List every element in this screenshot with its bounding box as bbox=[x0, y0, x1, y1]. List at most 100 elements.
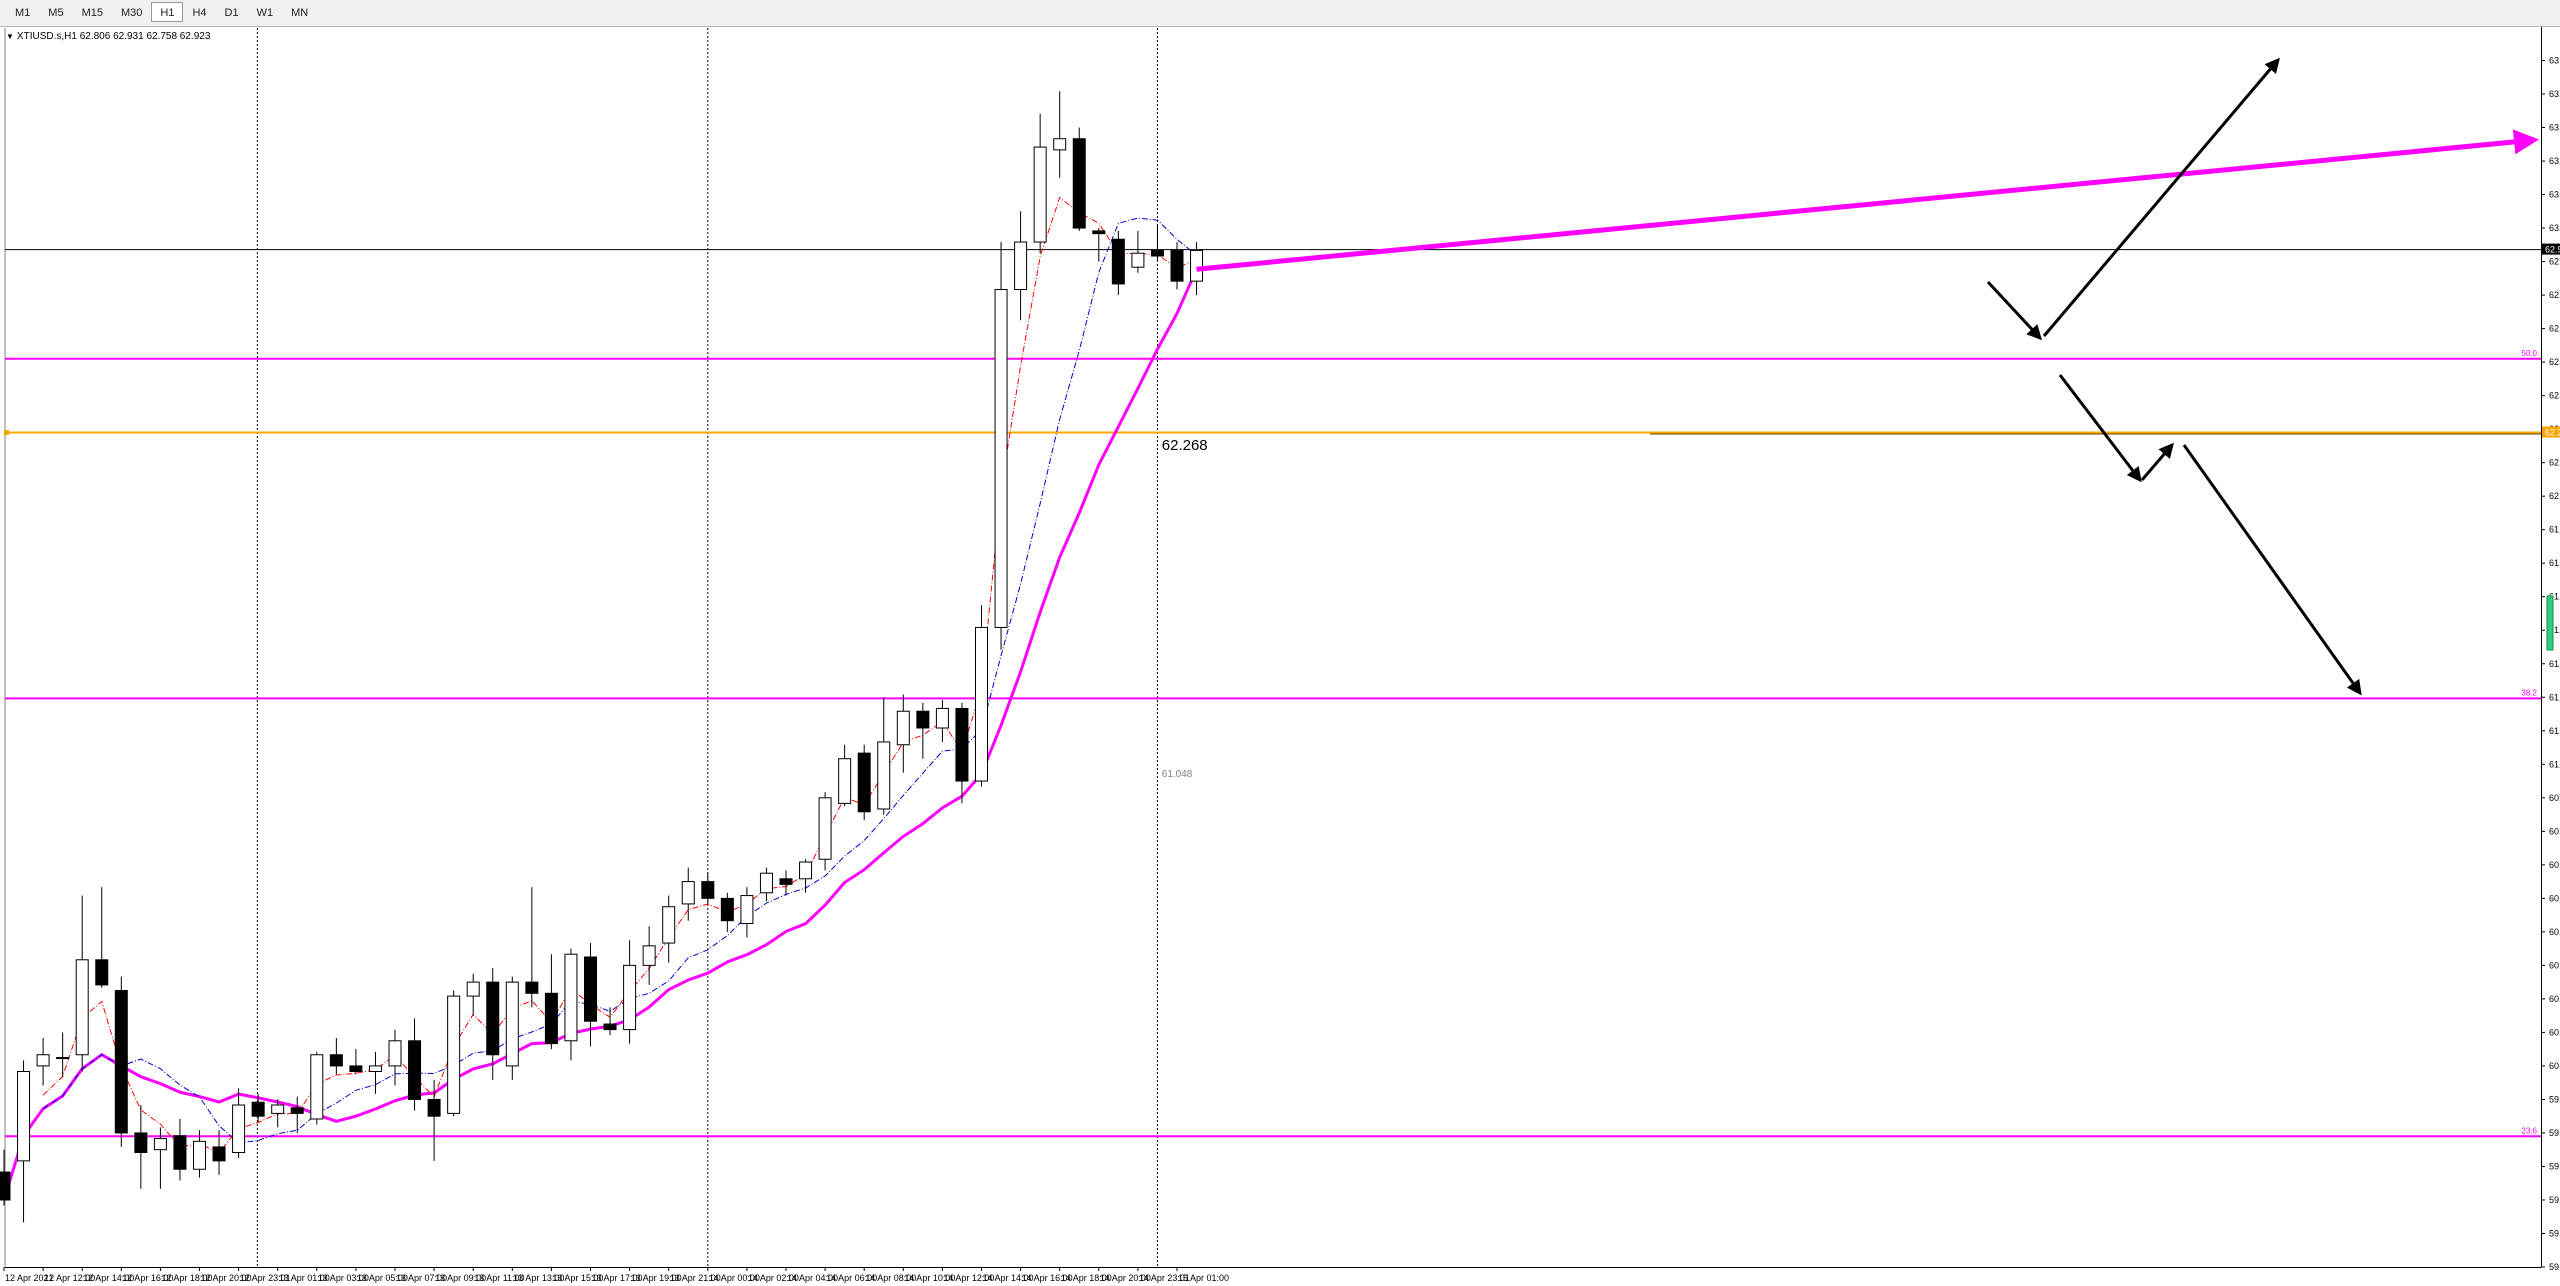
scenario-arrow-drop[interactable] bbox=[2182, 444, 2362, 696]
candle[interactable] bbox=[212, 1130, 226, 1175]
chart-text-annotation[interactable]: 61.048 bbox=[1162, 769, 1193, 780]
ma-mid-line bbox=[42, 217, 1197, 1144]
candle[interactable] bbox=[623, 940, 637, 1044]
candle[interactable] bbox=[388, 1029, 402, 1086]
x-tick-label: 14 Apr 12:00 bbox=[943, 1273, 994, 1283]
candle[interactable] bbox=[193, 1130, 206, 1178]
candle[interactable] bbox=[1111, 230, 1125, 296]
candle[interactable] bbox=[251, 1093, 265, 1122]
y-tick-label: 61.440 bbox=[2549, 659, 2560, 669]
candle[interactable] bbox=[310, 1051, 324, 1125]
candle[interactable] bbox=[134, 1105, 148, 1189]
candle[interactable] bbox=[720, 892, 734, 932]
candle[interactable] bbox=[368, 1051, 382, 1094]
candle[interactable] bbox=[544, 954, 558, 1050]
candle[interactable] bbox=[935, 700, 949, 742]
candle[interactable] bbox=[56, 1032, 70, 1078]
x-tick-label: 14 Apr 14:00 bbox=[983, 1273, 1034, 1283]
timeframe-button-d1[interactable]: D1 bbox=[224, 7, 239, 19]
timeframe-button-mn[interactable]: MN bbox=[291, 7, 309, 19]
candle[interactable] bbox=[896, 694, 910, 773]
candle[interactable] bbox=[916, 702, 930, 759]
bear-candle-body bbox=[212, 1146, 226, 1162]
candle[interactable] bbox=[232, 1088, 246, 1159]
timeframe-button-h1[interactable]: H1 bbox=[151, 2, 184, 22]
candle[interactable] bbox=[857, 744, 871, 821]
candle[interactable] bbox=[779, 870, 793, 896]
candle[interactable] bbox=[1092, 228, 1106, 262]
candle[interactable] bbox=[838, 744, 852, 807]
candle[interactable] bbox=[818, 792, 832, 871]
candle[interactable] bbox=[603, 1007, 617, 1036]
candle[interactable] bbox=[1033, 113, 1047, 254]
bull-candle-body bbox=[975, 626, 988, 782]
candle[interactable] bbox=[681, 867, 695, 921]
dropdown-triangle-icon[interactable]: ▼ bbox=[6, 32, 14, 41]
candle[interactable] bbox=[1150, 225, 1164, 262]
bear-candle-body bbox=[427, 1098, 441, 1117]
level-anchor-handle[interactable] bbox=[4, 430, 9, 436]
candle[interactable] bbox=[408, 1018, 422, 1111]
chart-text-annotation[interactable]: 62.268 bbox=[1162, 437, 1208, 454]
candle[interactable] bbox=[877, 697, 891, 815]
candle[interactable] bbox=[0, 1149, 11, 1206]
timeframe-button-m5[interactable]: M5 bbox=[48, 7, 64, 19]
timeframe-button-m30[interactable]: M30 bbox=[120, 7, 143, 19]
y-tick-label: 61.080 bbox=[2549, 759, 2560, 769]
candle[interactable] bbox=[525, 887, 539, 1008]
bear-candle-body bbox=[329, 1054, 343, 1067]
support-price-label: 62.268 bbox=[2545, 428, 2560, 438]
bear-candle-body bbox=[525, 981, 539, 994]
candle[interactable] bbox=[994, 242, 1008, 650]
scenario-arrow-down-2[interactable] bbox=[2058, 374, 2142, 483]
candle[interactable] bbox=[759, 867, 773, 902]
bull-candle-body bbox=[36, 1054, 50, 1067]
candle[interactable] bbox=[799, 859, 813, 893]
candle[interactable] bbox=[329, 1037, 343, 1075]
candle[interactable] bbox=[95, 887, 109, 988]
timeframe-button-h4[interactable]: H4 bbox=[192, 7, 207, 19]
candle[interactable] bbox=[271, 1099, 285, 1128]
candle[interactable] bbox=[349, 1049, 363, 1075]
candle[interactable] bbox=[1170, 242, 1184, 290]
projection-arrow[interactable] bbox=[1196, 129, 2539, 272]
candle[interactable] bbox=[975, 605, 988, 787]
x-tick-label: 13 Apr 15:00 bbox=[552, 1273, 603, 1283]
bid-price-box bbox=[2542, 243, 2560, 255]
candle[interactable] bbox=[662, 895, 676, 963]
candle[interactable] bbox=[486, 968, 500, 1080]
timeframe-button-m1[interactable]: M1 bbox=[15, 7, 31, 19]
bull-candle-body bbox=[505, 981, 519, 1067]
candle[interactable] bbox=[564, 948, 578, 1061]
scroll-indicator-handle[interactable] bbox=[2546, 595, 2554, 651]
candle[interactable] bbox=[740, 887, 754, 938]
candle[interactable] bbox=[447, 990, 461, 1117]
timeframe-button-m15[interactable]: M15 bbox=[81, 7, 103, 19]
candle[interactable] bbox=[642, 926, 656, 985]
candle[interactable] bbox=[1053, 91, 1067, 178]
scenario-arrow-down[interactable] bbox=[1986, 280, 2043, 341]
bear-candle-body bbox=[0, 1171, 11, 1201]
candle[interactable] bbox=[36, 1037, 50, 1086]
candle[interactable] bbox=[955, 702, 969, 804]
timeframe-button-w1[interactable]: W1 bbox=[256, 7, 274, 19]
x-tick-label: 13 Apr 01:00 bbox=[279, 1273, 330, 1283]
candle[interactable] bbox=[701, 873, 715, 904]
candle[interactable] bbox=[466, 973, 480, 1016]
x-tick-label: 14 Apr 20:00 bbox=[1100, 1273, 1151, 1283]
candle[interactable] bbox=[114, 976, 128, 1147]
candle[interactable] bbox=[584, 943, 597, 1047]
candle[interactable] bbox=[75, 895, 89, 1072]
candle[interactable] bbox=[1072, 127, 1086, 231]
candle[interactable] bbox=[153, 1127, 167, 1189]
candle[interactable] bbox=[290, 1096, 304, 1133]
candle[interactable] bbox=[1014, 211, 1028, 321]
candle[interactable] bbox=[427, 1079, 441, 1161]
candle[interactable] bbox=[17, 1060, 31, 1223]
candle[interactable] bbox=[173, 1118, 187, 1181]
candle[interactable] bbox=[505, 976, 519, 1080]
scenario-arrow-bounce[interactable] bbox=[2140, 442, 2174, 481]
scenario-arrow-up[interactable] bbox=[2042, 57, 2280, 337]
candle[interactable] bbox=[1131, 230, 1145, 273]
